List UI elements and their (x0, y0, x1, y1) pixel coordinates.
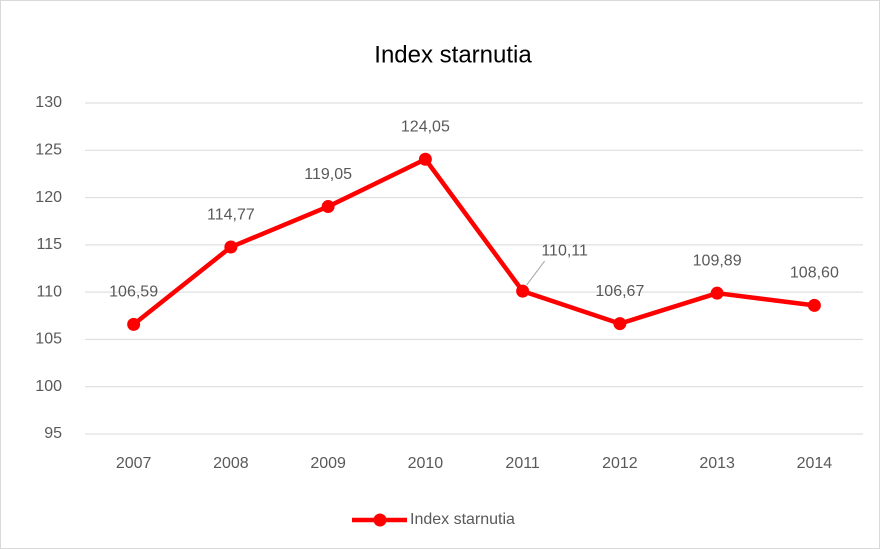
data-label: 106,67 (595, 283, 644, 300)
chart-title: Index starnutia (374, 41, 532, 68)
legend-marker (373, 513, 387, 527)
data-point (613, 317, 627, 331)
y-tick-label: 130 (35, 94, 62, 111)
series-line (132, 157, 815, 327)
data-label: 106,59 (109, 284, 158, 301)
legend-label: Index starnutia (410, 511, 515, 528)
data-point (321, 200, 335, 214)
data-label: 119,05 (304, 166, 352, 183)
y-tick-label: 95 (44, 425, 62, 442)
leader-line (526, 260, 546, 286)
data-point (224, 240, 238, 254)
x-tick-label: 2011 (505, 455, 540, 472)
x-tick-label: 2012 (602, 455, 638, 472)
data-point (127, 317, 141, 331)
x-tick-label: 2014 (797, 455, 833, 472)
data-point (516, 284, 530, 298)
x-tick-label: 2007 (116, 455, 152, 472)
y-tick-label: 115 (36, 236, 62, 253)
data-label: 114,77 (207, 206, 255, 223)
y-tick-label: 100 (35, 378, 62, 395)
data-label: 109,89 (693, 252, 742, 269)
data-label: 108,60 (790, 265, 839, 282)
data-point (418, 152, 432, 166)
x-tick-label: 2009 (310, 455, 346, 472)
y-tick-label: 120 (35, 189, 62, 206)
x-tick-label: 2013 (699, 455, 735, 472)
y-tick-label: 125 (35, 142, 62, 159)
y-tick-label: 110 (36, 283, 62, 300)
x-tick-label: 2008 (213, 455, 249, 472)
data-point (710, 286, 724, 300)
data-point (807, 298, 821, 312)
data-label: 124,05 (401, 118, 450, 135)
x-tick-label: 2010 (408, 455, 444, 472)
data-label: 110,11 (541, 242, 588, 259)
y-tick-label: 105 (35, 331, 62, 348)
